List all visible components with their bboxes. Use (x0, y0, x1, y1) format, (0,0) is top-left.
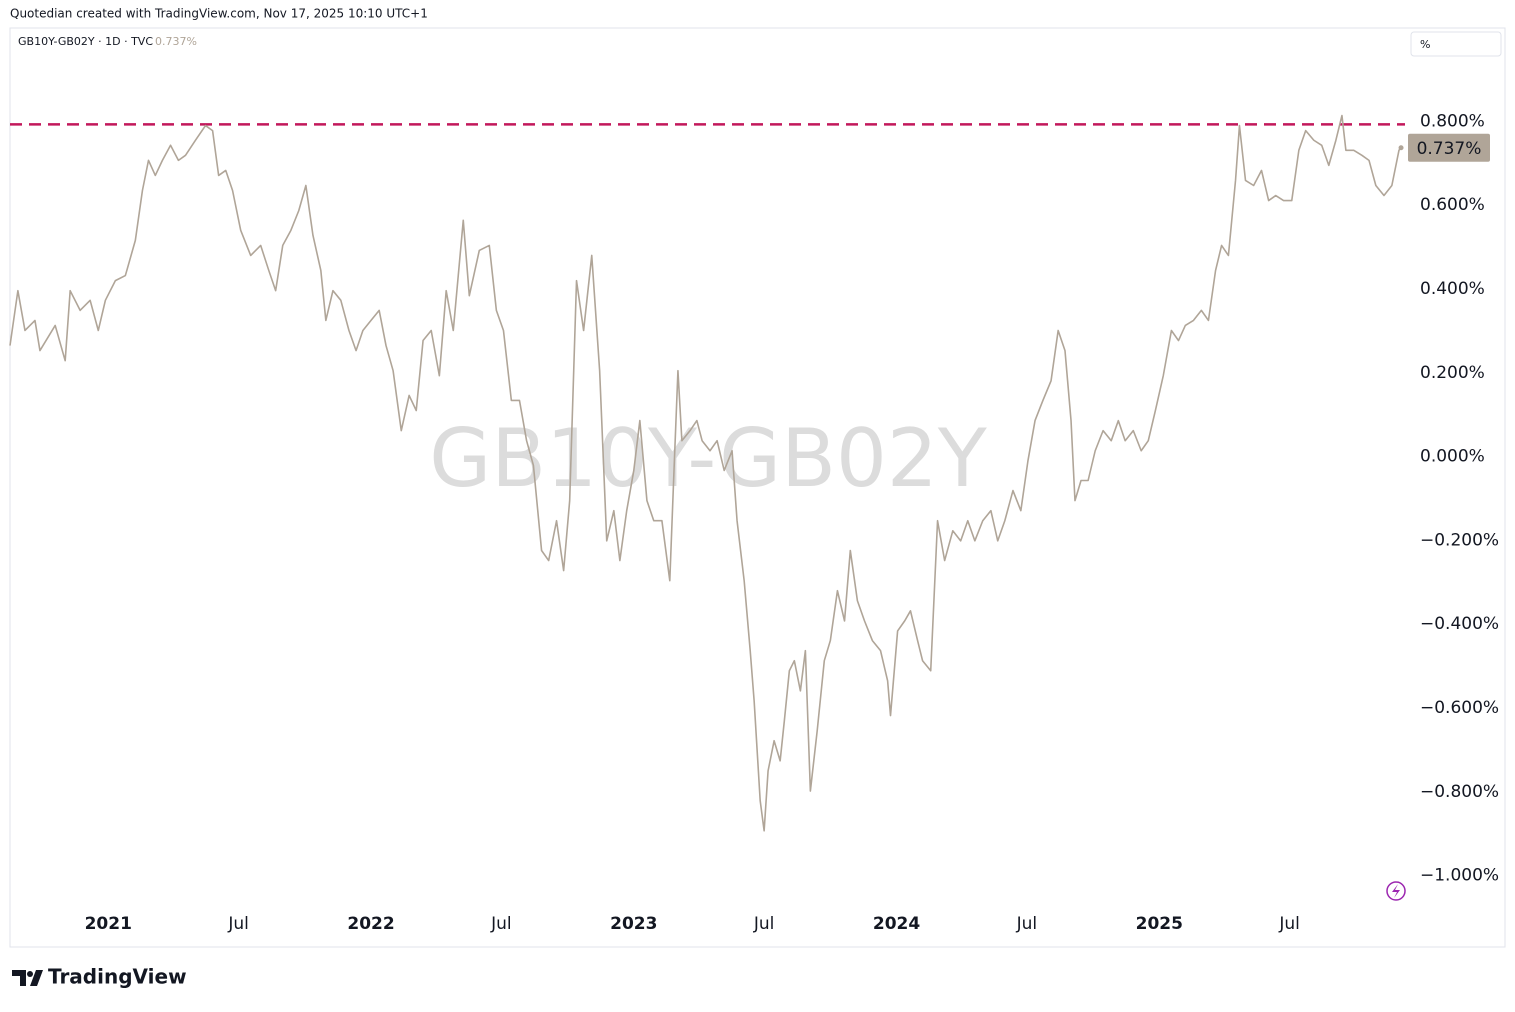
x-tick-label: Jul (1278, 914, 1300, 934)
brand-name: TradingView (48, 965, 187, 989)
price-label-box (1408, 133, 1490, 162)
x-tick-label: Jul (490, 914, 512, 934)
header: Quotedian created with TradingView.com, … (10, 7, 428, 21)
series-line (9, 114, 1402, 832)
y-tick-label: 0.400% (1420, 279, 1485, 299)
legend-value: 0.737% (155, 35, 197, 48)
x-tick-label: Jul (227, 914, 249, 934)
x-tick-label: Jul (1016, 914, 1038, 934)
y-tick-label: 0.800% (1420, 111, 1485, 131)
y-tick-label: −0.800% (1420, 782, 1499, 802)
lightning-icon[interactable] (1386, 881, 1406, 901)
y-tick-label: 0.000% (1420, 447, 1485, 467)
y-tick-label: −0.600% (1420, 698, 1499, 718)
watermark: GB10Y-GB02Y (429, 412, 988, 505)
last-point (1398, 145, 1404, 151)
unit-button-label[interactable]: % (1420, 38, 1430, 51)
chart-frame (9, 27, 1506, 948)
brand-logo (12, 970, 43, 986)
y-tick-label: −0.400% (1420, 614, 1499, 634)
x-tick-label: 2023 (610, 914, 657, 934)
y-tick-label: −0.200% (1420, 530, 1499, 550)
x-tick-label: 2025 (1136, 914, 1183, 934)
x-tick-label: Jul (753, 914, 775, 934)
price-label: 0.737% (1417, 139, 1482, 159)
y-tick-label: 0.600% (1420, 195, 1485, 215)
unit-button[interactable] (1410, 31, 1502, 57)
y-tick-label: 0.200% (1420, 363, 1485, 383)
legend-name: GB10Y-GB02Y · 1D · TVC (18, 35, 153, 48)
x-tick-label: 2021 (85, 914, 132, 934)
y-tick-label: −1.000% (1420, 866, 1499, 886)
x-tick-label: 2024 (873, 914, 920, 934)
x-tick-label: 2022 (347, 914, 394, 934)
